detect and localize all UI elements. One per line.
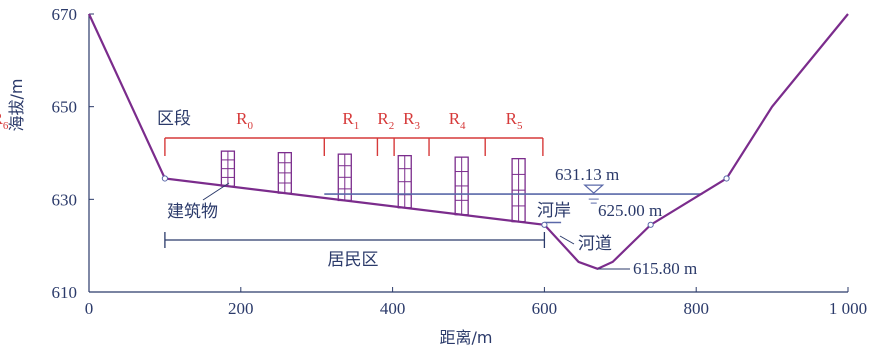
zone-label: R2 <box>377 109 394 132</box>
x-tick-label: 0 <box>85 299 94 318</box>
section-label: 区段 <box>157 109 191 129</box>
channel-label: 河道 <box>578 234 612 254</box>
bed-elevation-value: 615.80 m <box>633 259 697 278</box>
bank-label: 河岸 <box>537 201 571 221</box>
x-axis-title: 距离/m <box>440 328 493 347</box>
terrain-profile-line <box>88 13 849 271</box>
building <box>277 151 292 194</box>
building <box>511 157 526 223</box>
x-axis-ticks: 0 200 400 600 800 1 000 <box>85 287 867 318</box>
water-group <box>324 184 703 224</box>
zone-label: R3 <box>403 109 420 132</box>
y-tick-label: 630 <box>52 190 78 209</box>
profile-points <box>161 175 730 228</box>
water-level-marker <box>583 184 605 194</box>
zone-label: R6 <box>0 109 9 132</box>
x-tick-label: 400 <box>380 299 406 318</box>
residential-label: 居民区 <box>328 250 379 270</box>
x-tick-label: 800 <box>683 299 709 318</box>
zone-label: R0 <box>236 109 253 132</box>
water-level-value: 631.13 m <box>555 165 619 184</box>
channel-leader-line <box>559 235 575 245</box>
building <box>397 154 412 209</box>
y-tick-label: 610 <box>52 283 78 302</box>
x-tick-label: 600 <box>532 299 558 318</box>
profile-point <box>647 221 654 228</box>
building-leader-line <box>202 182 230 201</box>
section-bracket: R0 R1 R2 R3 R4 R5 R6 <box>0 109 544 156</box>
zone-label: R4 <box>449 109 466 132</box>
y-axis-title: 海拔/m <box>7 79 26 132</box>
y-tick-label: 670 <box>52 5 78 24</box>
y-tick-label: 650 <box>52 98 78 117</box>
building-label: 建筑物 <box>167 202 218 222</box>
profile-point <box>723 175 730 182</box>
zone-label: R5 <box>506 109 523 132</box>
x-tick-label: 1 000 <box>829 299 867 318</box>
residential-extent <box>164 232 546 248</box>
profile-point <box>541 221 548 228</box>
y-axis-ticks: 610 630 650 670 <box>52 5 94 302</box>
building <box>454 156 469 216</box>
building <box>337 153 352 202</box>
bank-elevation-value: 625.00 m <box>598 201 662 220</box>
x-tick-label: 200 <box>228 299 254 318</box>
building <box>220 150 236 187</box>
buildings-group <box>220 150 526 223</box>
zone-label: R1 <box>342 109 359 132</box>
profile-point <box>161 175 168 182</box>
